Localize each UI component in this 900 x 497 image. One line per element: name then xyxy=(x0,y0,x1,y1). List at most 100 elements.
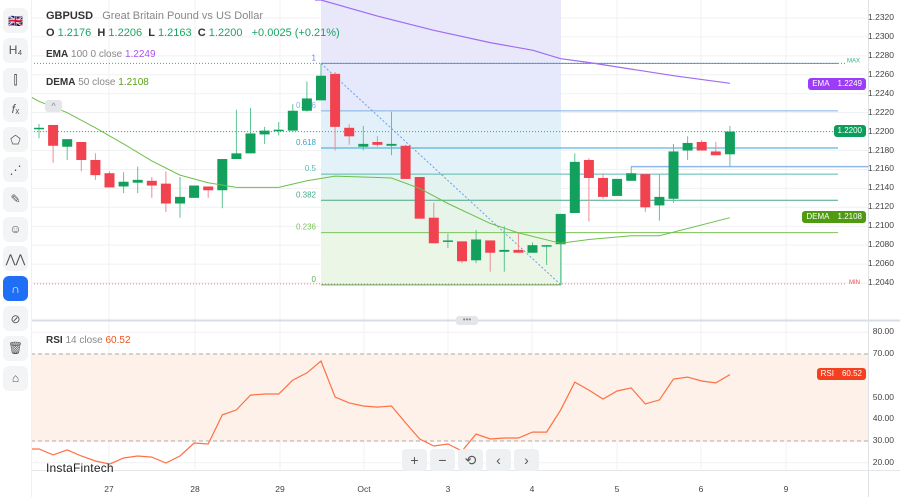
candle-body xyxy=(132,179,143,183)
candle xyxy=(724,125,735,167)
collapse-legend-button[interactable]: ^ xyxy=(45,100,62,112)
candle-body xyxy=(287,110,298,131)
candle-body xyxy=(245,133,256,154)
zoom-out-button[interactable]: − xyxy=(430,449,455,471)
price-tick: 1.2140 xyxy=(868,182,894,193)
candle-body xyxy=(330,73,341,127)
open-label: O xyxy=(46,27,55,39)
candle-body xyxy=(654,196,665,206)
ema-line xyxy=(315,0,730,84)
close-label: C xyxy=(197,27,206,39)
time-tick: 28 xyxy=(190,484,200,494)
screenshot-icon[interactable]: ⌂ xyxy=(3,365,28,391)
ema-tag-value: 1.2249 xyxy=(837,79,862,88)
candle xyxy=(485,240,496,272)
rsi-legend[interactable]: RSI 14 close 60.52 xyxy=(46,335,131,346)
price-tick: 1.2180 xyxy=(868,144,894,155)
candle-body xyxy=(273,129,284,132)
candle-body xyxy=(217,159,228,191)
reset-chart-button[interactable]: ⟲ xyxy=(458,449,483,471)
price-tick: 1.2040 xyxy=(868,277,894,288)
scroll-back-button[interactable]: ‹ xyxy=(486,449,511,471)
ohlc-legend: O 1.2176 H 1.2206 L 1.2163 C 1.2200 +0.0… xyxy=(46,27,340,39)
candle-body xyxy=(34,127,44,130)
candle-body xyxy=(555,213,566,245)
candle-body xyxy=(372,141,383,145)
time-tick: Oct xyxy=(357,484,371,494)
candle-body xyxy=(485,240,496,253)
magnet-icon[interactable]: ∩ xyxy=(3,276,28,302)
instafintech-logo: InstaFintech xyxy=(46,461,114,475)
candle xyxy=(640,174,651,213)
candle-body xyxy=(344,127,355,137)
ema-name: EMA xyxy=(46,49,69,60)
fib-tools-icon[interactable]: ⋰ xyxy=(3,157,28,182)
fib-zone xyxy=(321,232,561,285)
rsi-params: 14 close xyxy=(65,335,103,346)
candle xyxy=(541,245,552,266)
candle-body xyxy=(386,143,397,146)
candle-body xyxy=(457,241,467,262)
ema-params: 100 0 close xyxy=(71,49,123,60)
price-change: +0.0025 (+0.21%) xyxy=(251,27,340,39)
candle-body xyxy=(358,143,369,147)
low-label: L xyxy=(148,27,155,39)
dema-legend[interactable]: DEMA 50 close 1.2108 xyxy=(46,77,149,88)
candle-body xyxy=(259,130,270,135)
candle xyxy=(513,232,524,253)
candle xyxy=(245,107,256,154)
time-tick: 6 xyxy=(698,484,704,494)
price-tick: 1.2240 xyxy=(868,87,894,98)
candle-body xyxy=(724,131,735,155)
scroll-forward-button[interactable]: › xyxy=(514,449,539,471)
fib-level-label: 1 xyxy=(312,53,317,62)
rsi-tag-label: RSI xyxy=(820,369,834,378)
fib-zone xyxy=(321,63,561,111)
delete-all-icon[interactable]: 🗑 xyxy=(3,335,28,361)
pane-resize-handle[interactable]: ••• xyxy=(456,316,478,325)
chart-type-icon[interactable]: ⫿ xyxy=(3,67,28,93)
candle xyxy=(696,140,707,151)
candle xyxy=(442,233,453,248)
price-tick: 1.2280 xyxy=(868,49,894,60)
fib-trend-line xyxy=(320,63,562,286)
candle-body xyxy=(583,159,594,178)
candle xyxy=(273,122,284,136)
rsi-tick: 50.00 xyxy=(872,391,894,402)
symbol-description: Great Britain Pound vs US Dollar xyxy=(102,10,264,22)
candle xyxy=(301,81,312,112)
brush-icon[interactable]: ✎ xyxy=(3,186,28,212)
dema-tag-value: 1.2108 xyxy=(837,212,862,221)
timeframe-icon[interactable]: H₄ xyxy=(3,37,28,63)
patterns-icon[interactable]: ⋀⋀ xyxy=(3,246,28,272)
rsi-tag: RSI 60.52 xyxy=(816,368,866,380)
drawing-shapes-icon[interactable]: ⬠ xyxy=(3,127,28,153)
symbol-flag-icon[interactable]: 🇬🇧 xyxy=(3,8,28,33)
current-price-value: 1.2200 xyxy=(837,126,862,135)
rsi-tag-value: 60.52 xyxy=(841,369,862,378)
ema-legend[interactable]: EMA 100 0 close 1.2249 xyxy=(46,49,156,60)
fib-level-label: 0.236 xyxy=(296,223,317,232)
candle xyxy=(386,111,397,156)
fib-level-label: 0.618 xyxy=(296,138,317,147)
candle xyxy=(344,124,355,145)
fib-zone xyxy=(321,200,561,233)
candle xyxy=(76,141,87,172)
price-tick: 1.2300 xyxy=(868,30,894,41)
rsi-tick: 40.00 xyxy=(872,413,894,424)
candle-body xyxy=(541,245,552,247)
low-value: 1.2163 xyxy=(158,27,192,39)
candle-body xyxy=(76,141,87,160)
hide-drawings-icon[interactable]: ⊘ xyxy=(3,306,28,331)
time-tick: 4 xyxy=(529,484,535,494)
indicators-icon[interactable]: 𝑓ₓ xyxy=(3,97,28,123)
candle-body xyxy=(400,145,411,179)
current-price-tag: 1.2200 xyxy=(833,125,866,137)
dema-tag-label: DEMA xyxy=(806,212,830,221)
ema-price-tag: EMA 1.2249 xyxy=(808,78,866,90)
emoji-icon[interactable]: ☺ xyxy=(3,216,28,242)
zoom-in-button[interactable]: + xyxy=(402,449,427,471)
candle-body xyxy=(598,177,608,197)
price-tick: 1.2220 xyxy=(868,106,894,117)
